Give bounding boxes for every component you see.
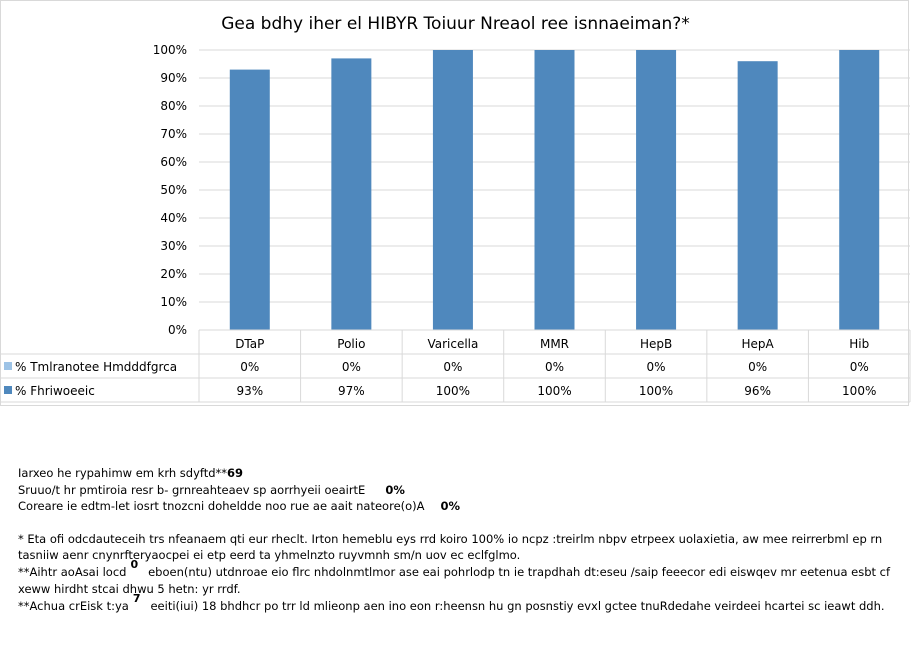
x-category-label: Hib <box>849 337 869 351</box>
y-tick-label: 90% <box>160 71 187 85</box>
data-cell-label: 0% <box>647 360 666 374</box>
bar <box>432 50 473 330</box>
footnote-1: * Eta ofi odcdauteceih trs nfeanaem qti … <box>18 531 883 563</box>
note-line-1-value: 69 <box>227 466 244 480</box>
data-cell-label: 0% <box>342 360 361 374</box>
footnote-2-sup: 0 <box>130 557 139 571</box>
x-category-label: HepB <box>640 337 672 351</box>
data-cell-label: 100% <box>639 384 673 398</box>
note-line-2-value: 0% <box>385 482 405 497</box>
bar <box>737 61 778 330</box>
note-line-3: Coreare ie edtm-let iosrt tnozcni doheld… <box>18 498 898 515</box>
y-tick-label: 40% <box>160 211 187 225</box>
legend-key <box>4 386 12 394</box>
footnote-2-text: eboen(ntu) utdnroae eio flrc nhdolnmtlmo… <box>18 564 891 597</box>
y-tick-label: 100% <box>153 43 187 57</box>
x-category-label: Varicella <box>427 337 478 351</box>
bar <box>331 58 372 331</box>
x-category-label: HepA <box>742 337 775 351</box>
bar <box>839 50 880 330</box>
data-cell-label: 100% <box>842 384 876 398</box>
y-tick-label: 80% <box>160 99 187 113</box>
y-tick-label: 30% <box>160 239 187 253</box>
note-line-1-text: Iarxeo he rypahimw em krh sdyftd** <box>18 466 228 480</box>
data-cell-label: 100% <box>537 384 571 398</box>
chart-title: Gea bdhy iher el HIBYR Toiuur Nreaol ree… <box>221 14 690 34</box>
footnote-3-text: eeiti(iui) 18 bhdhcr po trr ld mlieonp a… <box>150 598 885 613</box>
x-category-label: DTaP <box>235 337 264 351</box>
bar <box>636 50 677 330</box>
data-cell-label: 0% <box>748 360 767 374</box>
note-line-1: Iarxeo he rypahimw em krh sdyftd**69 <box>18 465 898 482</box>
data-cell-label: 97% <box>338 384 365 398</box>
data-cell-label: 96% <box>744 384 771 398</box>
series-name-label: % Fhriwoeeic <box>15 384 95 398</box>
y-tick-label: 50% <box>160 183 187 197</box>
note-line-3-value: 0% <box>440 499 461 513</box>
series-name-label: % Tmlranotee Hmdddfgrca <box>15 360 177 374</box>
footnote-3-lead: **Achua crEisk t:ya <box>18 598 129 613</box>
data-cell-label: 0% <box>240 360 259 374</box>
y-tick-label: 20% <box>160 267 187 281</box>
data-cell-label: 0% <box>850 360 869 374</box>
y-tick-label: 0% <box>168 323 187 337</box>
bar <box>229 69 270 330</box>
note-line-2: Sruuo/t hr pmtiroia resr b- grnreahteaev… <box>18 482 898 499</box>
data-cell-label: 0% <box>545 360 564 374</box>
footnote-3: **Achua crEisk t:ya7 eeiti(iui) 18 bhdhcr… <box>18 592 898 616</box>
notes-section: Iarxeo he rypahimw em krh sdyftd**69 Sru… <box>18 465 898 615</box>
bar <box>534 50 575 330</box>
data-cell-label: 0% <box>443 360 462 374</box>
bar-chart-with-data-table: 0% 10% 20% 30% 40% 50% 60% 70% 80% 90% 100% DTaP Pol… <box>0 43 911 403</box>
legend-key <box>4 362 12 370</box>
note-line-3-text: Coreare ie edtm-let iosrt tnozcni doheld… <box>18 499 425 513</box>
footnote-3-sup: 7 <box>132 591 141 605</box>
y-tick-label: 60% <box>160 155 187 169</box>
y-tick-label: 70% <box>160 127 187 141</box>
data-cell-label: 93% <box>236 384 263 398</box>
x-category-label: MMR <box>540 337 569 351</box>
footnote-2-lead: **Aihtr aoAsai locd <box>18 564 127 579</box>
footnote-2: **Aihtr aoAsai locd0eboen(ntu) utdnroae … <box>18 558 898 598</box>
data-cell-label: 100% <box>436 384 470 398</box>
y-tick-label: 10% <box>160 295 187 309</box>
note-line-2-text: Sruuo/t hr pmtiroia resr b- grnreahteaev… <box>18 482 366 497</box>
x-category-label: Polio <box>337 337 365 351</box>
